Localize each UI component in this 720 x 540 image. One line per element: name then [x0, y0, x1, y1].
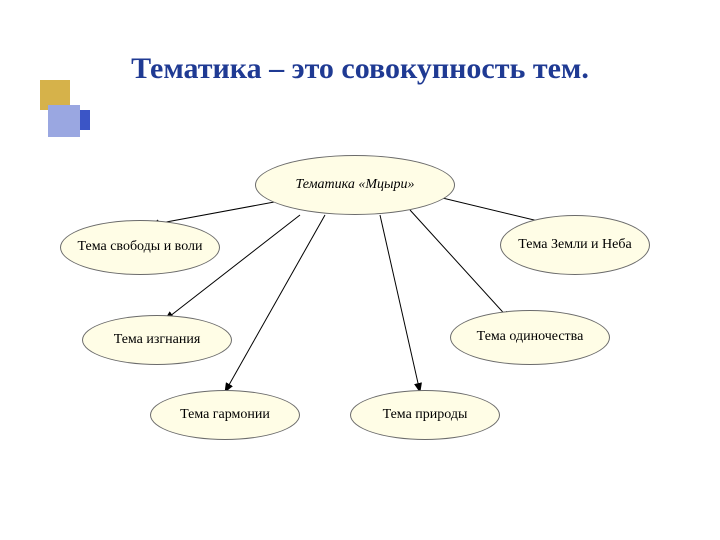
theme-node: Тема изгнания [82, 315, 232, 365]
center-node: Тематика «Мцыри» [255, 155, 455, 215]
page-title-text: Тематика – это совокупность тем. [131, 52, 589, 85]
theme-node-label: Тема гармонии [180, 407, 270, 423]
edge-line [410, 210, 510, 320]
theme-node: Тема природы [350, 390, 500, 440]
center-node-label: Тематика «Мцыри» [295, 177, 414, 193]
theme-node: Тема свободы и воли [60, 220, 220, 275]
theme-node-label: Тема одиночества [477, 329, 584, 345]
edge-line [225, 215, 325, 392]
edge-line [380, 215, 420, 392]
decoration-square [48, 105, 80, 137]
theme-node-label: Тема свободы и воли [78, 239, 203, 255]
theme-node-label: Тема изгнания [114, 332, 201, 348]
theme-node-label: Тема Земли и Неба [518, 237, 631, 253]
theme-node: Тема одиночества [450, 310, 610, 365]
stage: Тематика – это совокупность тем. Тематик… [0, 0, 720, 540]
corner-decoration [40, 80, 110, 150]
theme-node-label: Тема природы [383, 407, 468, 423]
theme-node: Тема Земли и Неба [500, 215, 650, 275]
theme-node: Тема гармонии [150, 390, 300, 440]
